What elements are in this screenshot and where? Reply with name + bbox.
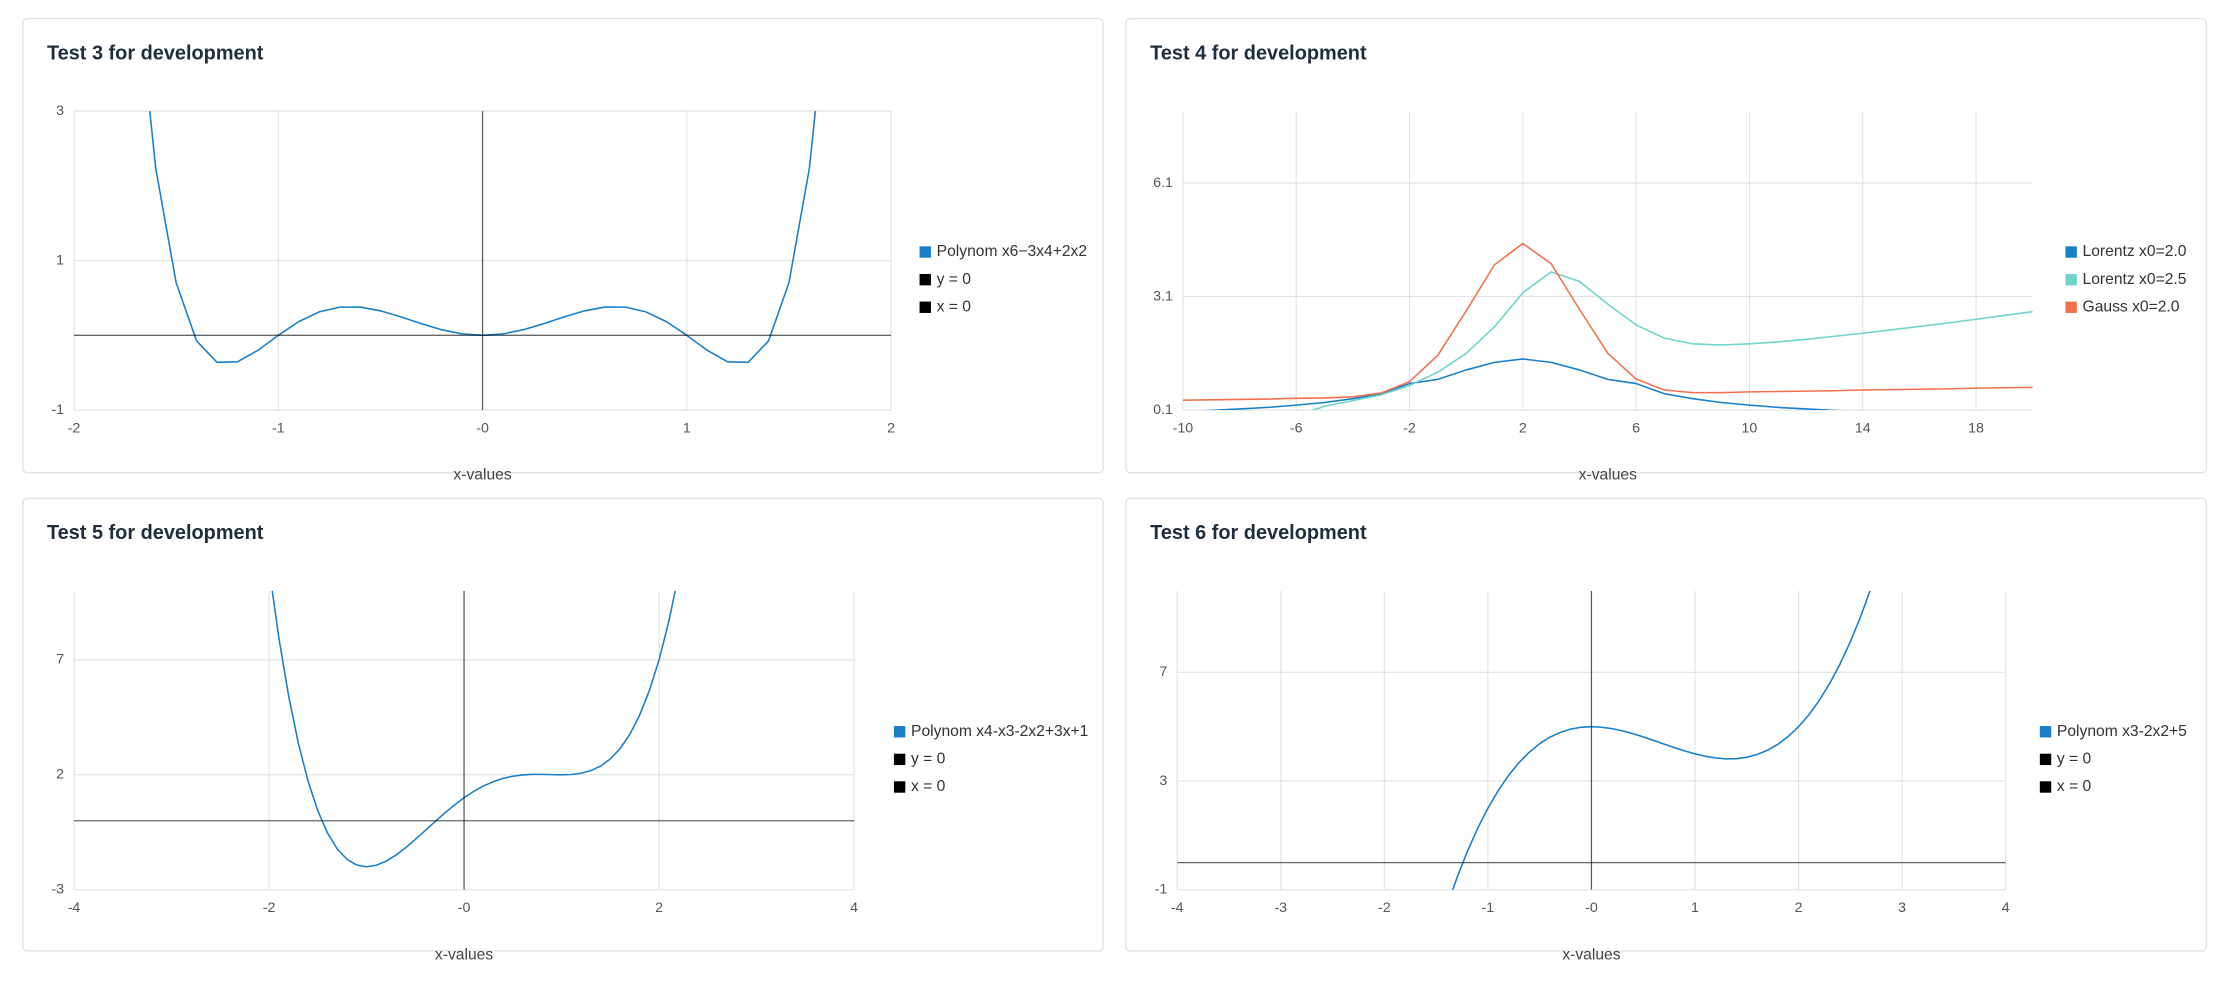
y-tick-label: -1: [1155, 882, 1168, 898]
x-tick-label: -2: [263, 900, 276, 916]
legend-label: y = 0: [911, 751, 946, 768]
y-tick-label: 0.1: [1153, 402, 1173, 418]
x-axis-title: x-values: [435, 946, 493, 963]
series-line: [1182, 242, 2033, 401]
legend-label: x = 0: [2057, 778, 2092, 795]
x-axis-title: x-values: [1562, 946, 1620, 963]
x-tick-label: 3: [1898, 900, 1906, 916]
plot-area: [1177, 590, 2006, 890]
legend-label: Lorentz x0=2.5: [2083, 271, 2187, 288]
legend-swatch: [2065, 273, 2077, 286]
chart-panel: Test 4 for development -10 -6 -2 2 6 10 14 18 0.1…: [1125, 17, 2208, 484]
legend-swatch: [2039, 753, 2052, 766]
x-tick-label: -2: [68, 420, 81, 436]
legend-swatch: [919, 301, 931, 313]
legend-swatch: [2065, 246, 2077, 258]
legend-label: y = 0: [937, 271, 972, 288]
y-tick-label: 6.1: [1153, 175, 1173, 191]
plot-area: [1182, 242, 2033, 411]
chart-title: Test 3 for development: [47, 42, 264, 64]
panel-frame: [22, 497, 1104, 952]
plot-area: [74, 590, 855, 890]
x-tick-label: 2: [887, 420, 895, 436]
y-tick-label: 1: [56, 252, 64, 268]
x-tick-label: 2: [655, 900, 663, 916]
x-tick-label: 6: [1632, 420, 1640, 436]
chart-panel: Test 3 for development-2 -1 -0 1 2-113x-valu…: [22, 17, 1104, 484]
x-tick-label: 1: [1691, 900, 1699, 916]
panel-frame: [1125, 497, 2208, 952]
series-line: [1201, 358, 1845, 411]
x-tick-label: 10: [1742, 420, 1758, 436]
chart-title: Test 6 for development: [1150, 522, 1367, 544]
x-tick-label: 18: [1968, 420, 1984, 436]
legend-swatch: [2039, 726, 2052, 738]
chart-panel: Test 6 for development -4 -3 -2 -1 -0 1 2 3 4 -1 3 7…: [1125, 497, 2208, 963]
legend-label: Polynom x4-x3-2x2+3x+1: [911, 723, 1088, 740]
y-tick-label: 3.1: [1153, 288, 1173, 304]
x-tick-label: -4: [1171, 900, 1184, 916]
series-line: [1451, 590, 1871, 890]
x-tick-label: 14: [1855, 420, 1871, 436]
legend-swatch: [919, 273, 931, 286]
legend-swatch: [893, 726, 906, 738]
legend-swatch: [2065, 301, 2077, 313]
panel-frame: [22, 17, 1104, 474]
series-line: [1310, 271, 2033, 411]
y-tick-label: -1: [51, 402, 64, 418]
legend-swatch: [893, 781, 906, 793]
x-tick-label: -3: [1274, 900, 1287, 916]
x-tick-label: 2: [1795, 900, 1803, 916]
x-tick-label: 4: [850, 900, 858, 916]
legend-swatch: [893, 753, 906, 766]
legend-label: Polynom x3-2x2+5: [2057, 723, 2187, 740]
y-tick-label: 7: [56, 652, 64, 668]
legend-label: Polynom x6−3x4+2x2: [937, 243, 1087, 260]
x-tick-label: -6: [1290, 420, 1303, 436]
x-tick-label: -1: [1482, 900, 1495, 916]
y-tick-label: 7: [1159, 664, 1167, 680]
x-tick-label: -0: [476, 420, 489, 436]
x-tick-label: -1: [272, 420, 285, 436]
plot-area: [74, 111, 892, 411]
x-tick-label: 1: [683, 420, 691, 436]
series-line: [271, 590, 677, 868]
legend-label: Lorentz x0=2.0: [2083, 243, 2187, 260]
legend-label: x = 0: [937, 298, 972, 315]
legend-label: y = 0: [2057, 751, 2092, 768]
x-tick-label: -0: [1585, 900, 1598, 916]
chart-title: Test 4 for development: [1150, 42, 1367, 64]
y-tick-label: -3: [51, 882, 64, 898]
x-axis-title: x-values: [453, 467, 511, 484]
chart-panel: Test 5 for development -4 -2 -0 2 4 -3 2 7 x-valu…: [22, 497, 1104, 963]
y-tick-label: 3: [1159, 773, 1167, 789]
legend-swatch: [2039, 781, 2052, 793]
legend-swatch: [919, 246, 931, 258]
x-tick-label: -2: [1403, 420, 1416, 436]
x-tick-label: -2: [1378, 900, 1391, 916]
legend-label: x = 0: [911, 778, 946, 795]
x-axis-title: x-values: [1579, 467, 1637, 484]
y-tick-label: 2: [56, 767, 64, 783]
legend-label: Gauss x0=2.0: [2083, 298, 2180, 315]
x-tick-label: -0: [458, 900, 471, 916]
chart-title: Test 5 for development: [47, 522, 264, 544]
x-tick-label: 2: [1519, 420, 1527, 436]
x-tick-label: -10: [1173, 420, 1194, 436]
panel-frame: [1125, 17, 2208, 474]
x-tick-label: 4: [2002, 900, 2010, 916]
y-tick-label: 3: [56, 103, 64, 119]
x-tick-label: -4: [68, 900, 81, 916]
